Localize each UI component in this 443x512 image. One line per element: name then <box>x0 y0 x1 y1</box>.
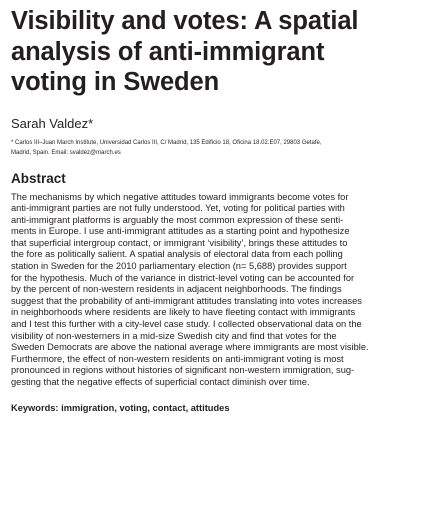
abstract-line: in neighborhoods where residents are lik… <box>11 307 356 318</box>
affiliation-line: * Carlos III–Juan March Institute, Unive… <box>11 139 322 146</box>
abstract-line: the fore as politically salient. A spati… <box>11 249 343 260</box>
abstract-line: that superficial intergroup contact, or … <box>11 237 348 248</box>
abstract-line: and I test this further with a city-leve… <box>11 319 362 330</box>
abstract-line: anti-immigrant platforms is arguably the… <box>11 214 344 225</box>
abstract-line: by the percent of non-western residents … <box>11 284 342 295</box>
author-name: Sarah Valdez* <box>11 115 94 131</box>
abstract-line: gesting that the negative effects of sup… <box>11 377 310 387</box>
abstract-line: suggest that the probability of anti-imm… <box>11 295 362 306</box>
abstract-line: Furthermore, the effect of non-western r… <box>11 353 344 364</box>
abstract-line: ments in Europe. I use anti-immigrant at… <box>11 226 350 237</box>
title-line: analysis of anti-immigrant <box>11 37 325 66</box>
title-line: voting in Sweden <box>11 68 220 96</box>
abstract-body: The mechanisms by which negative attitud… <box>11 192 429 389</box>
abstract-line: Sweden Democrats are above the national … <box>11 342 369 353</box>
abstract-line: The mechanisms by which negative attitud… <box>11 191 349 202</box>
affiliation-line: Madrid, Spain. Email: svaldez@march.es <box>11 149 121 156</box>
abstract-line: anti-immigrant parties are not fully und… <box>11 203 345 214</box>
article-title: Visibility and votes: A spatial analysis… <box>11 6 429 98</box>
author-affiliation: * Carlos III–Juan March Institute, Unive… <box>11 138 429 158</box>
abstract-line: pronounced in regions without histories … <box>11 365 355 376</box>
abstract-line: for the hypothesis. Much of the variance… <box>11 272 355 283</box>
abstract-line: visibility of non-westerners in a mid-si… <box>11 330 337 341</box>
abstract-line: station in Sweden for the 2010 parliamen… <box>11 261 347 272</box>
abstract-heading: Abstract <box>11 170 66 186</box>
title-line: Visibility and votes: A spatial <box>11 7 359 35</box>
keywords-line: Keywords: immigration, voting, contact, … <box>11 402 230 413</box>
